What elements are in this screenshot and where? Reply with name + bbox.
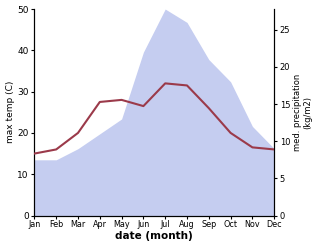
X-axis label: date (month): date (month): [115, 231, 193, 242]
Y-axis label: max temp (C): max temp (C): [5, 81, 15, 144]
Y-axis label: med. precipitation
(kg/m2): med. precipitation (kg/m2): [293, 74, 313, 151]
